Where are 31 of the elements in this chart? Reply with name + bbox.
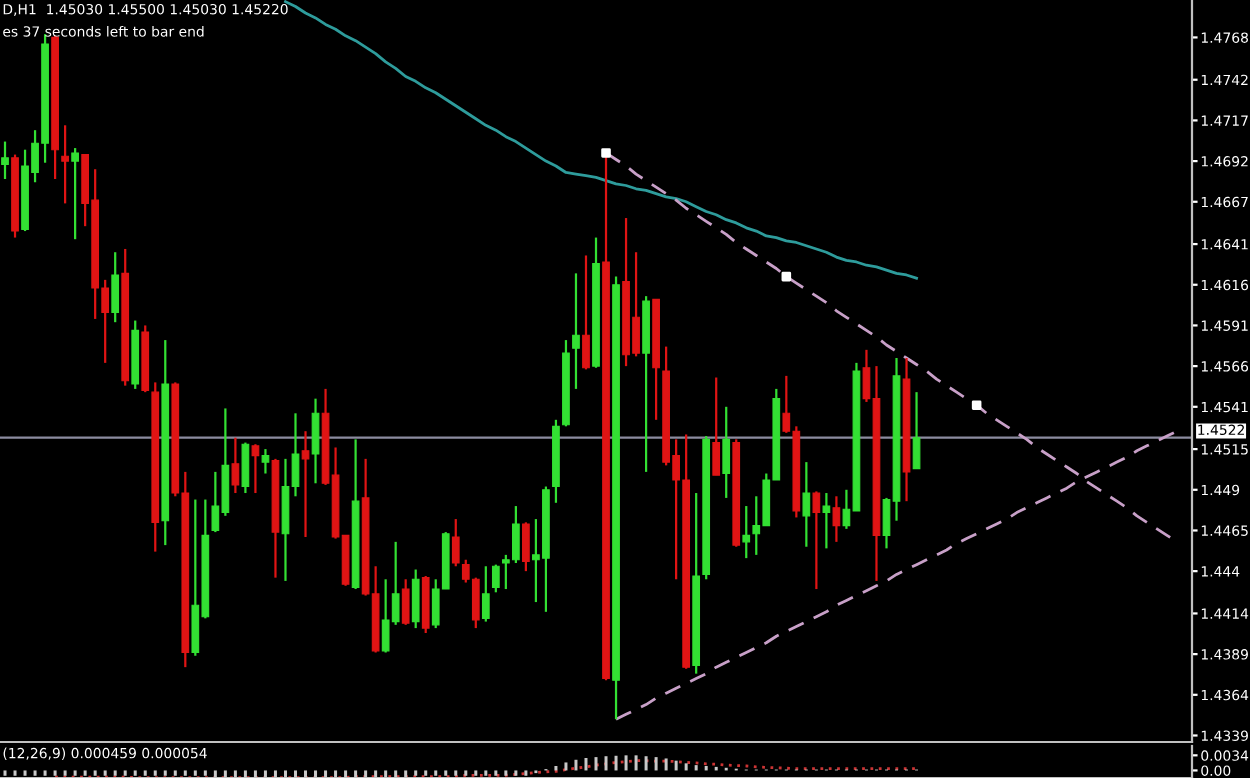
candlestick — [812, 490, 821, 591]
point — [601, 148, 611, 158]
candlestick — [802, 461, 811, 548]
candlestick — [742, 504, 751, 560]
candlestick — [912, 391, 921, 470]
candlestick — [241, 441, 250, 495]
candlestick — [722, 405, 731, 500]
candlestick — [311, 397, 320, 485]
point — [781, 271, 792, 282]
candlestick — [522, 521, 530, 573]
point — [971, 400, 982, 410]
candlestick — [451, 517, 460, 568]
candlestick — [231, 436, 240, 495]
candlestick — [712, 376, 721, 477]
candlestick — [822, 491, 831, 550]
candlestick — [481, 565, 490, 623]
line-series — [53, 759, 918, 778]
candlestick — [1, 140, 9, 181]
candlestick — [572, 272, 580, 391]
candlestick — [61, 124, 69, 205]
candlestick — [582, 254, 590, 371]
candlestick — [111, 251, 120, 324]
candlestick — [411, 568, 420, 630]
candlestick — [261, 448, 270, 475]
line-series — [284, 0, 918, 280]
candlestick — [491, 563, 500, 594]
candlestick — [832, 495, 841, 543]
candlestick — [71, 146, 79, 241]
candlestick — [401, 578, 410, 626]
candlestick — [301, 430, 310, 539]
candlestick — [251, 443, 260, 495]
